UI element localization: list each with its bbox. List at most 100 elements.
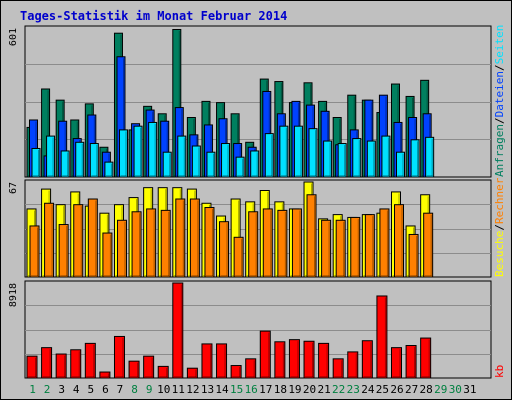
bar-seiten-day-13	[206, 151, 216, 178]
x-axis-label-day-25: 25	[376, 383, 389, 396]
x-axis-label-day-24: 24	[361, 383, 375, 396]
bar-kb-day-15	[230, 365, 242, 379]
bar-seiten-day-27	[410, 139, 420, 178]
bar-kb-day-7	[113, 335, 125, 379]
x-axis-label-day-28: 28	[420, 383, 433, 396]
bar-rechner-day-3	[58, 224, 69, 278]
x-axis-label-day-8: 8	[131, 383, 138, 396]
bar-kb-day-26	[391, 347, 402, 379]
x-axis-label-day-31: 31	[463, 383, 476, 396]
bar-rechner-day-18	[277, 209, 288, 278]
x-axis-label-day-27: 27	[405, 383, 418, 396]
bar-seiten-day-25	[381, 135, 391, 178]
bar-seiten-day-3	[60, 150, 70, 178]
bar-rechner-day-22	[335, 219, 346, 278]
bar-rechner-day-7	[116, 219, 127, 278]
x-axis-label-day-11: 11	[172, 383, 185, 396]
x-axis-label-day-30: 30	[449, 383, 462, 396]
bar-rechner-day-16	[248, 211, 259, 278]
bar-rechner-day-4	[73, 204, 84, 278]
x-axis-label-day-13: 13	[201, 383, 214, 396]
bar-seiten-day-12	[191, 145, 201, 178]
x-axis-label-day-9: 9	[146, 383, 153, 396]
legend-separator: /	[493, 117, 506, 124]
bar-seiten-day-11	[177, 135, 187, 178]
bar-kb-day-6	[99, 371, 111, 379]
x-axis-label-day-12: 12	[186, 383, 199, 396]
bar-rechner-day-15	[233, 236, 244, 278]
bar-rechner-day-17	[262, 208, 273, 278]
bar-rechner-day-13	[204, 207, 215, 278]
x-axis-label-day-23: 23	[347, 383, 360, 396]
y-axis-max-label: 601	[8, 28, 19, 46]
bar-seiten-day-4	[75, 141, 85, 178]
legend-top: Anfragen/Dateien/Seiten	[493, 25, 506, 177]
bar-kb-day-20	[303, 340, 315, 379]
x-axis-label-day-22: 22	[332, 383, 345, 396]
x-axis-label-day-21: 21	[317, 383, 330, 396]
x-axis-label-day-14: 14	[215, 383, 229, 396]
x-axis-label-day-7: 7	[117, 383, 124, 396]
bar-rechner-day-24	[364, 214, 375, 278]
x-axis-label-day-6: 6	[102, 383, 109, 396]
x-axis-label-day-5: 5	[88, 383, 95, 396]
bar-rechner-day-26	[394, 204, 404, 278]
legend-item-anfragen: Anfragen	[493, 124, 506, 177]
bar-seiten-day-22	[337, 143, 347, 178]
x-axis-label-day-3: 3	[58, 383, 65, 396]
bar-rechner-day-19	[291, 208, 302, 278]
bar-rechner-day-23	[350, 216, 361, 278]
legend-item-besuche: Besuche	[493, 231, 506, 277]
bar-seiten-day-6	[104, 161, 114, 178]
bar-kb-day-22	[332, 358, 344, 379]
bar-kb-day-9	[143, 355, 155, 379]
x-axis-label-day-16: 16	[245, 383, 258, 396]
x-axis-label-day-4: 4	[73, 383, 80, 396]
bar-kb-day-5	[84, 342, 96, 379]
bar-seiten-day-15	[235, 156, 245, 178]
bar-rechner-day-2	[44, 202, 55, 278]
bar-seiten-day-28	[425, 136, 435, 178]
bar-seiten-day-14	[221, 143, 231, 178]
bar-seiten-day-2	[46, 135, 56, 178]
legend-item-seiten: Seiten	[493, 25, 506, 65]
bar-rechner-day-6	[102, 232, 113, 278]
x-axis-label-day-26: 26	[390, 383, 403, 396]
bar-kb-day-4	[70, 349, 82, 379]
bar-rechner-day-1	[29, 225, 40, 278]
bar-rechner-day-20	[306, 194, 317, 278]
bar-kb-day-1	[26, 355, 38, 379]
x-axis-label-day-1: 1	[29, 383, 36, 396]
bar-kb-day-18	[274, 341, 286, 379]
bar-kb-day-3	[55, 353, 67, 379]
bar-rechner-day-28	[423, 212, 434, 278]
legend-separator: /	[493, 64, 506, 71]
bar-seiten-day-16	[250, 150, 260, 178]
bar-seiten-day-5	[89, 143, 99, 178]
x-axis-label-day-18: 18	[274, 383, 287, 396]
bar-kb-day-13	[201, 343, 213, 379]
legend-item-rechner: Rechner	[493, 177, 506, 224]
bar-seiten-day-17	[264, 133, 274, 178]
bar-rechner-day-9	[146, 208, 157, 278]
x-axis-label-day-17: 17	[259, 383, 272, 396]
bar-seiten-day-24	[366, 140, 376, 178]
x-axis-label-day-29: 29	[434, 383, 447, 396]
bar-rechner-day-12	[189, 198, 200, 278]
bar-seiten-day-20	[308, 128, 318, 178]
bar-rechner-day-10	[160, 209, 171, 278]
bar-seiten-day-19	[293, 125, 303, 178]
legend-bottom: kb	[493, 365, 506, 378]
bar-rechner-day-5	[87, 198, 98, 278]
bar-seiten-day-10	[162, 151, 172, 178]
legend-middle: Besuche/Rechner	[493, 177, 506, 277]
bar-kb-day-25	[376, 295, 388, 379]
bar-kb-day-8	[128, 360, 140, 379]
chart-title: Tages-Statistik im Monat Februar 2014	[20, 9, 287, 23]
x-axis-label-day-15: 15	[230, 383, 243, 396]
x-axis-label-day-19: 19	[288, 383, 301, 396]
bar-kb-day-16	[245, 358, 257, 379]
bar-seiten-day-21	[323, 140, 333, 178]
